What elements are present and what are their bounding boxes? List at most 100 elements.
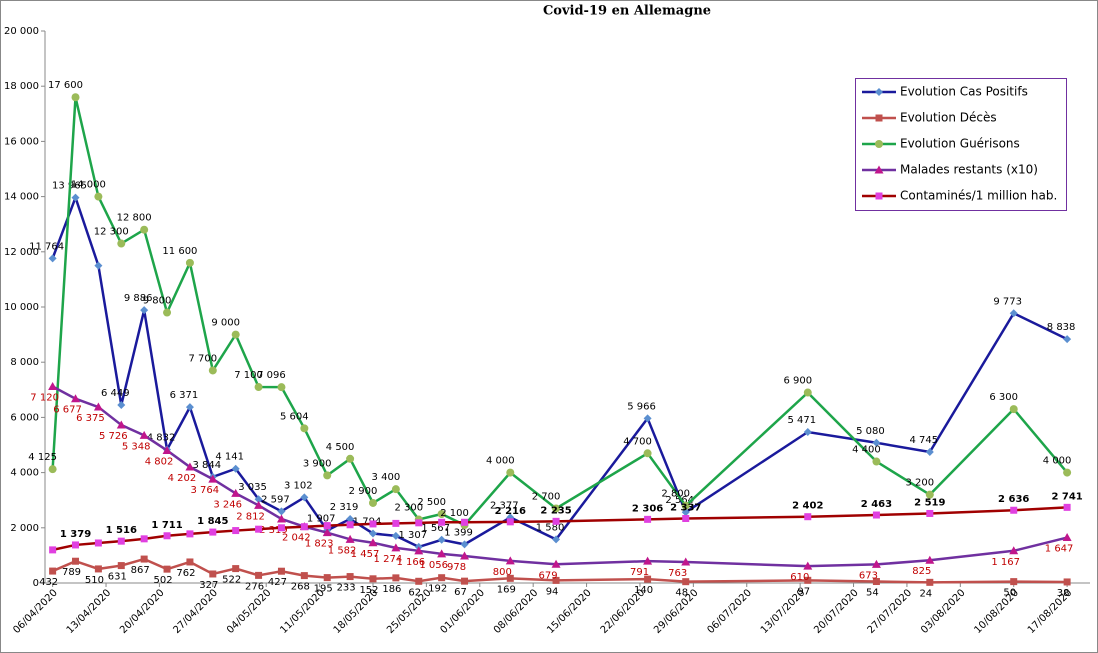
data-point [925,490,934,499]
data-point [369,575,377,583]
data-label: 67 [454,587,467,598]
data-label: 2 100 [440,508,469,519]
data-point [49,567,57,575]
data-point [803,388,812,397]
y-tick-label: 2 000 [10,523,39,534]
data-label: 5 726 [99,431,128,442]
data-point [552,517,560,525]
data-point [209,528,217,536]
y-tick-label: 4 000 [10,468,39,479]
data-point [277,567,285,575]
data-label: 3 246 [213,499,242,510]
data-label: 1 580 [536,522,565,533]
data-label: 762 [176,568,195,579]
data-label: 427 [268,577,287,588]
data-point [346,514,355,523]
data-label: 867 [131,565,150,576]
data-label: 14 000 [71,180,106,191]
data-point [185,258,194,267]
data-point [804,576,812,584]
data-label: 8 838 [1047,322,1076,333]
data-point [323,471,332,480]
data-point [1063,503,1071,511]
data-point [460,551,470,560]
legend-label: Evolution Décès [900,111,997,125]
data-point [186,530,194,538]
data-point [48,465,57,474]
data-label: 4 000 [1043,456,1072,467]
data-point [643,414,652,423]
data-point [1009,546,1019,555]
data-point [1063,578,1071,586]
data-point [1062,533,1072,542]
data-point [231,464,240,473]
data-point [1063,335,1072,344]
data-point [438,574,446,582]
data-label: 789 [62,567,81,578]
data-label: 4 141 [215,452,244,463]
data-label: 6 300 [989,392,1018,403]
data-point [140,306,149,315]
data-point [94,192,103,201]
data-point [505,556,515,565]
data-point [231,488,241,497]
data-label: 3 035 [238,482,267,493]
data-point [681,557,691,566]
data-label: 50 [1003,588,1016,599]
y-tick-label: 14 000 [4,192,39,203]
data-point [643,556,653,565]
data-point [117,401,126,410]
data-point [643,449,652,458]
data-label: 6 375 [76,413,105,424]
data-point [804,513,812,521]
data-label: 763 [668,568,687,579]
data-point [460,540,469,549]
data-point [392,574,400,582]
data-label: 2 306 [632,503,663,514]
data-label: 2 564 [665,495,694,506]
series-line [52,385,1068,568]
data-point [369,520,377,528]
data-point [117,239,126,248]
data-point [209,570,217,578]
data-label: 2 463 [861,499,892,510]
data-point [71,93,80,102]
data-label: 1 567 [421,523,450,534]
data-point [255,525,263,533]
data-point [185,403,194,412]
data-label: 11 764 [29,241,64,252]
data-point [682,578,690,586]
data-label: 3 764 [190,485,219,496]
data-point [162,445,172,454]
data-point [186,558,194,566]
data-label: 2 597 [261,494,290,505]
data-label: 4 000 [486,456,515,467]
data-label: 7 700 [188,353,217,364]
data-label: 432 [39,577,58,588]
data-label: 192 [428,584,447,595]
data-label: 9 000 [211,318,240,329]
data-point [276,514,286,523]
legend-marker [875,140,883,148]
data-label: 268 [291,582,310,593]
data-point [232,527,240,535]
data-point [392,519,400,527]
y-tick-label: 6 000 [10,412,39,423]
data-point [117,537,125,545]
data-label: 1 379 [60,529,91,540]
data-label: 2 319 [259,525,288,536]
series-line [52,506,1068,552]
data-label: 1 399 [444,527,473,538]
data-label: 152 [359,585,378,596]
data-point [368,529,377,538]
data-label: 1 056 [419,560,448,571]
data-label: 4 700 [623,436,652,447]
data-label: 2 216 [495,506,526,517]
legend-marker [874,165,884,174]
data-point [346,454,355,463]
data-label: 2 500 [417,497,446,508]
data-point [346,573,354,581]
data-point [94,539,102,547]
data-label: 97 [797,586,810,597]
data-point [71,193,80,202]
